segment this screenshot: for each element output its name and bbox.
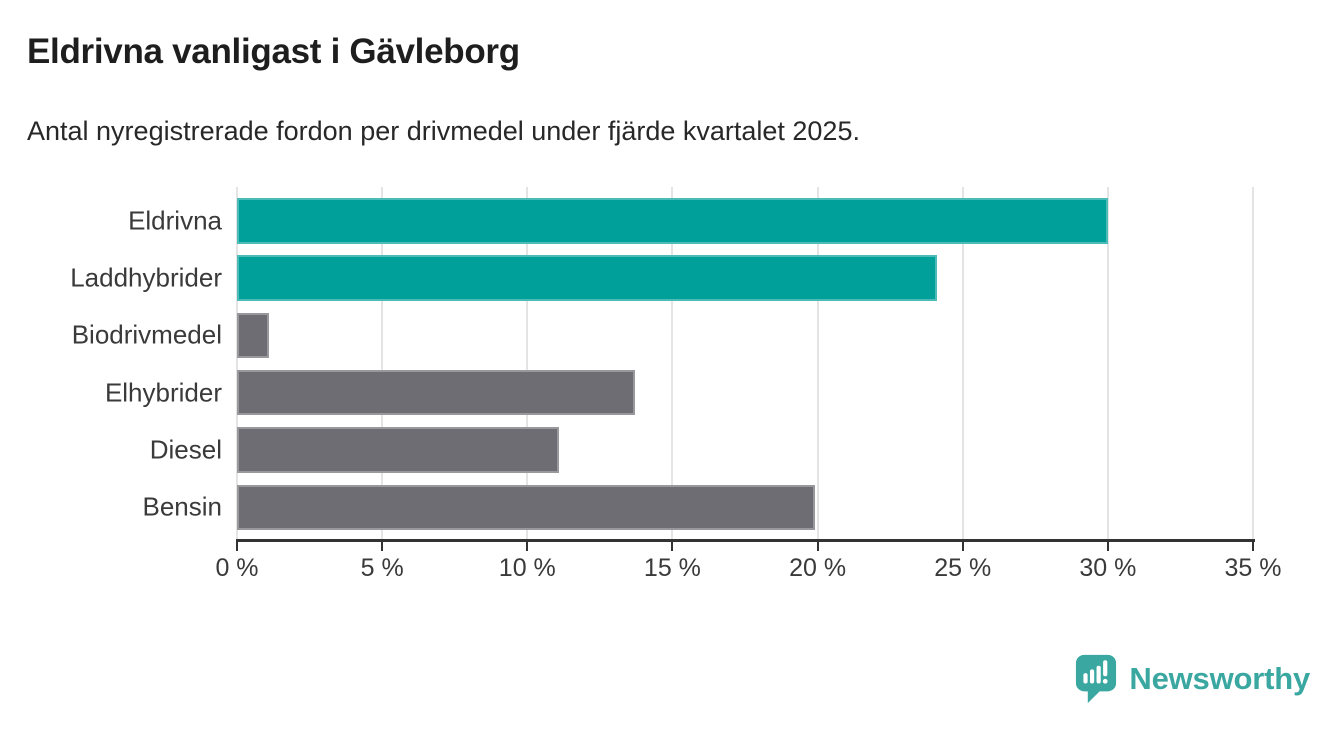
category-label-eldrivna: Eldrivna — [128, 205, 222, 236]
category-label-bensin: Bensin — [142, 491, 223, 522]
chart-title: Eldrivna vanligast i Gävleborg — [27, 32, 520, 71]
gridline-0 — [236, 187, 238, 540]
gridline-5 — [381, 187, 384, 540]
category-label-diesel: Diesel — [149, 434, 222, 465]
bar-elhybrider — [237, 369, 635, 416]
x-tick-mark-35 — [1252, 542, 1254, 551]
newsworthy-logo-text: Newsworthy — [1129, 661, 1310, 696]
bar-laddhybrider — [237, 255, 937, 301]
x-tick-label-20: 20 % — [789, 554, 847, 582]
newsworthy-logo: Newsworthy — [1074, 653, 1310, 705]
x-tick-label-10: 10 % — [498, 554, 556, 582]
category-label-laddhybrider: Laddhybrider — [70, 262, 222, 293]
bar-chart: Eldrivna Laddhybrider Biodrivmedel Elhybrid… — [0, 187, 1340, 592]
x-tick-mark-15 — [671, 542, 674, 551]
bar-diesel — [237, 427, 560, 473]
bars-layer — [237, 187, 1253, 540]
newsworthy-logo-icon — [1076, 654, 1117, 704]
x-tick-mark-30 — [1106, 542, 1109, 551]
x-tick-label-15: 15 % — [643, 554, 701, 582]
x-tick-label-25: 25 % — [934, 554, 992, 582]
x-tick-label-35: 35 % — [1224, 554, 1282, 582]
bar-bensin — [237, 484, 815, 530]
gridline-35 — [1252, 187, 1254, 540]
gridline-25 — [961, 187, 964, 540]
x-axis-ticks: 0 % 5 % 10 % 15 % 20 % 25 % 30 % 35 % — [0, 542, 1340, 592]
logo-bars-glyph — [1083, 660, 1108, 684]
bar-biodrivmedel — [237, 312, 269, 359]
x-tick-mark-10 — [526, 542, 529, 551]
bar-eldrivna — [237, 198, 1108, 244]
chart-subtitle: Antal nyregistrerade fordon per drivmede… — [27, 116, 860, 146]
x-axis-line — [236, 539, 1255, 542]
gridline-30 — [1106, 187, 1109, 540]
gridline-20 — [816, 187, 819, 540]
gridline-15 — [671, 187, 674, 540]
category-label-biodrivmedel: Biodrivmedel — [71, 319, 222, 350]
x-tick-label-5: 5 % — [360, 554, 404, 582]
category-label-elhybrider: Elhybrider — [104, 377, 222, 408]
category-labels: Eldrivna Laddhybrider Biodrivmedel Elhybrid… — [0, 187, 222, 540]
x-tick-mark-0 — [236, 542, 238, 551]
x-tick-mark-5 — [381, 542, 384, 551]
x-tick-label-0: 0 % — [215, 554, 259, 582]
gridline-10 — [526, 187, 529, 540]
gridlines-layer — [236, 187, 1254, 540]
x-tick-label-30: 30 % — [1079, 554, 1137, 582]
x-tick-mark-25 — [961, 542, 964, 551]
x-tick-mark-20 — [816, 542, 819, 551]
